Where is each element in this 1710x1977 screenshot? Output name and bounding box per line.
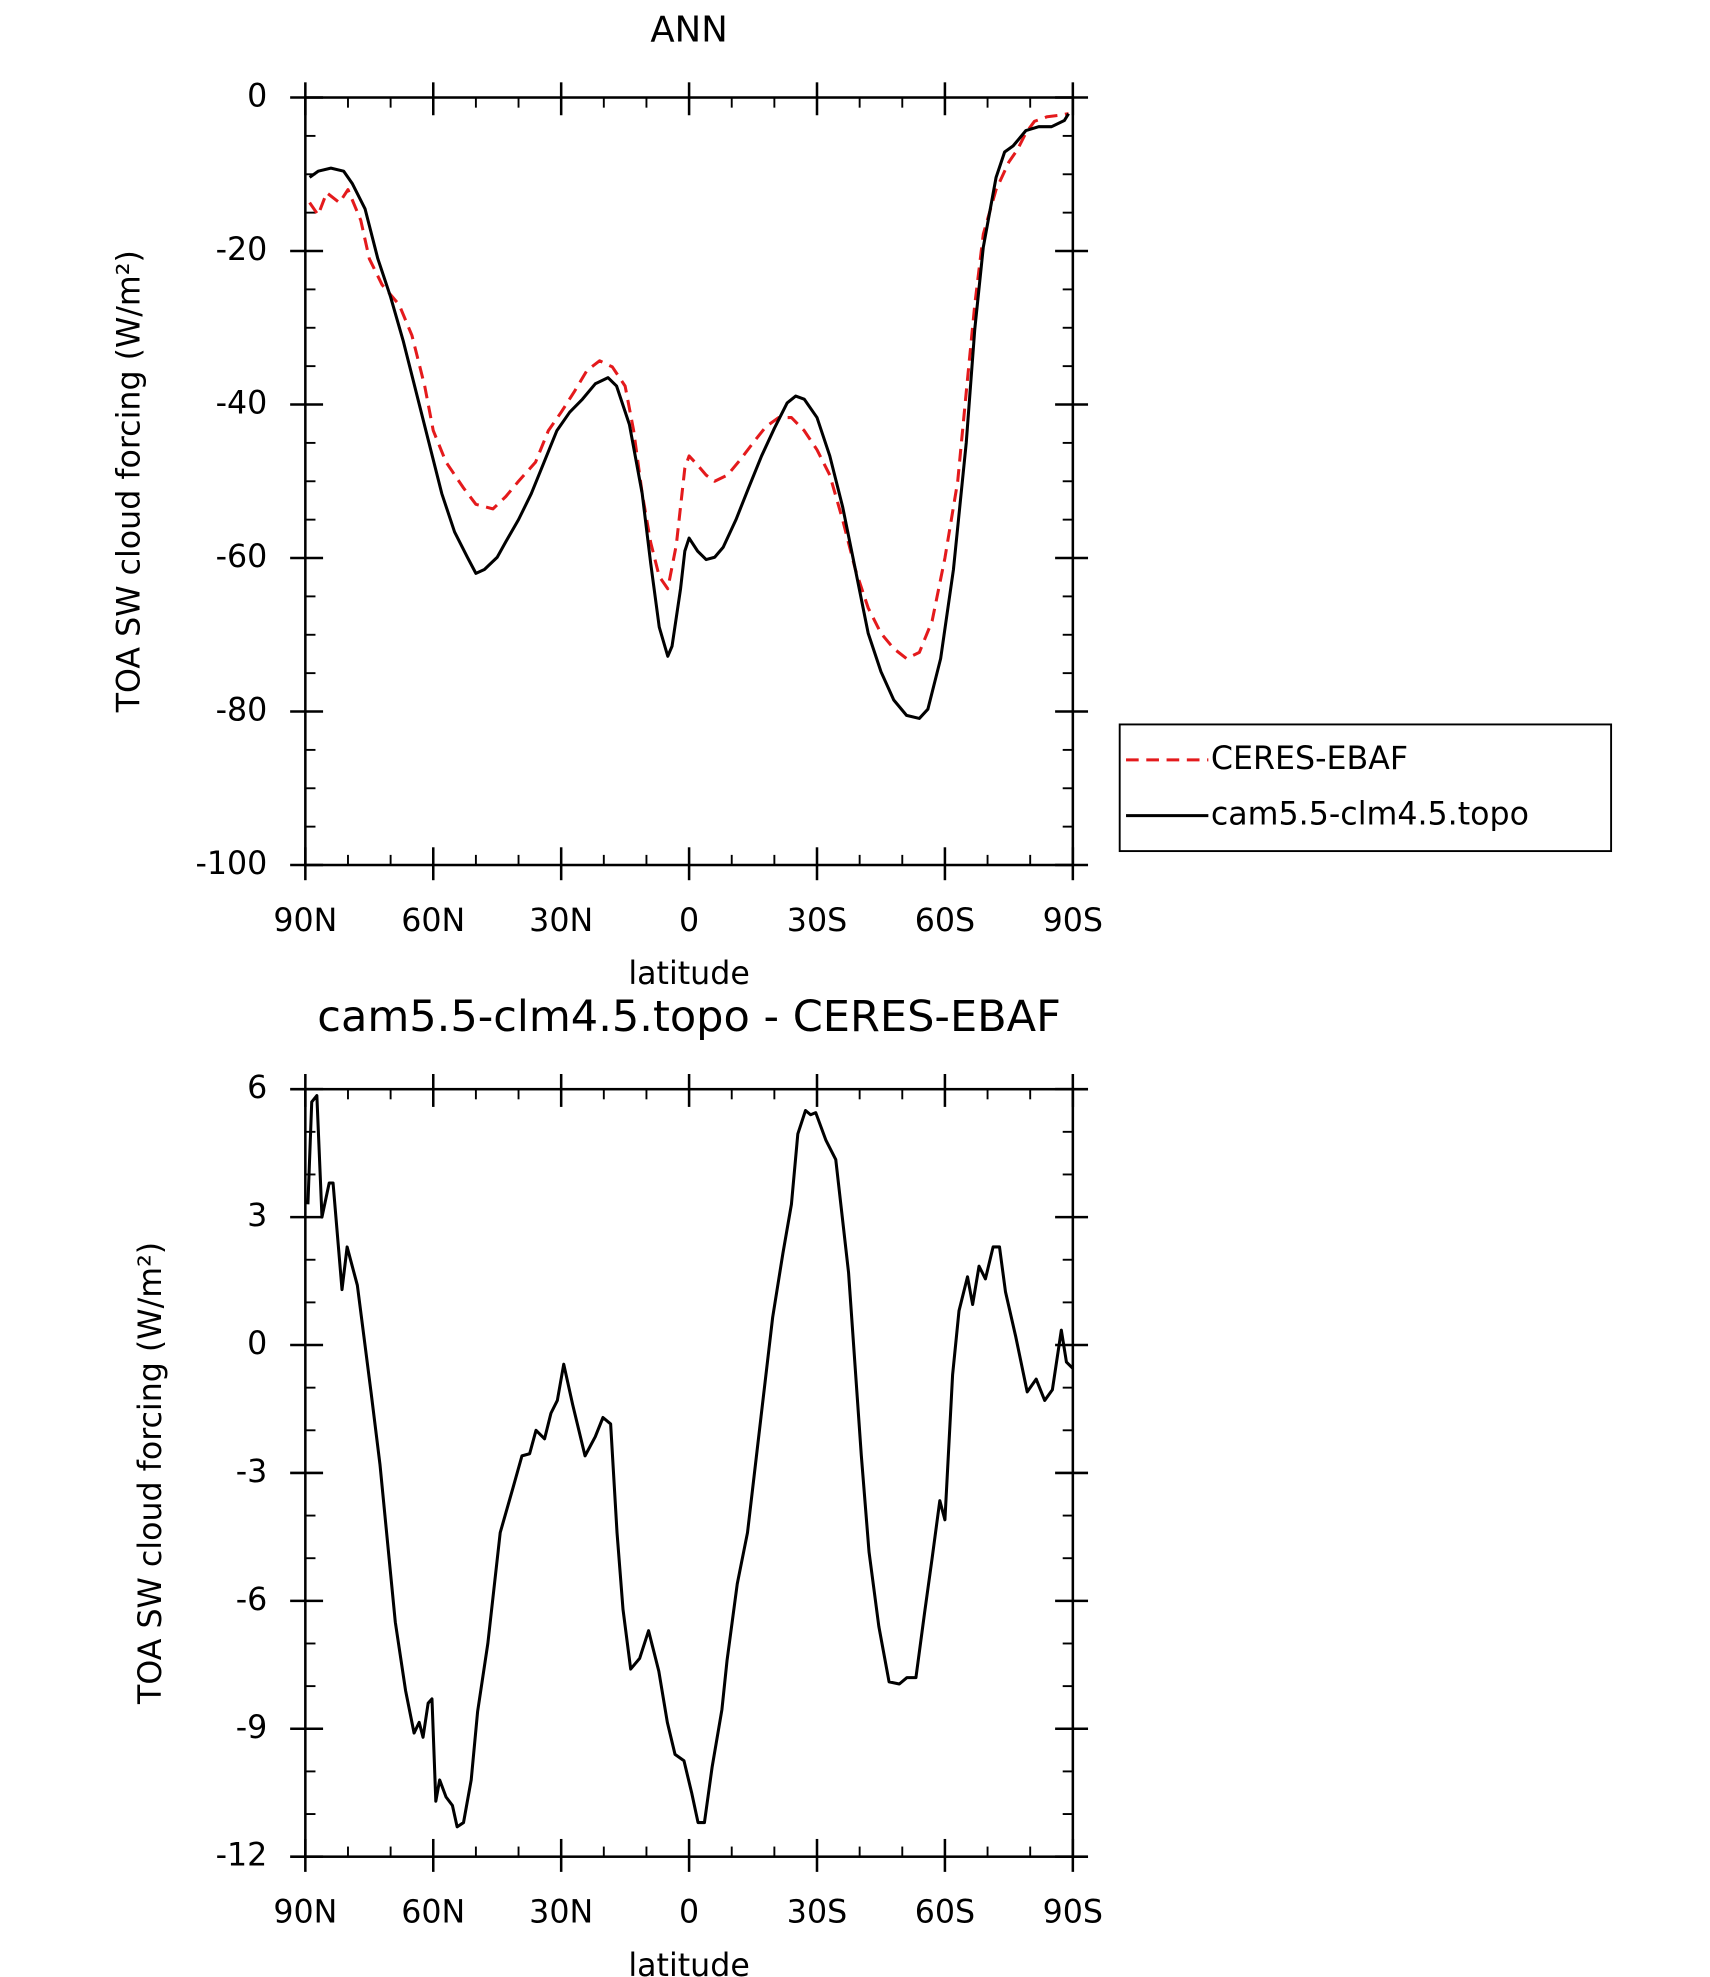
x-tick-label: 60S	[915, 903, 975, 939]
legend-box	[1118, 723, 1613, 853]
y-axis-label: TOA SW cloud forcing (W/m²)	[133, 1242, 169, 1705]
y-tick-label: -60	[216, 539, 268, 575]
series-line	[308, 112, 1069, 661]
y-tick-label: -40	[216, 386, 268, 422]
y-tick-label: 3	[247, 1198, 267, 1234]
x-axis-label: latitude	[628, 1948, 749, 1977]
y-tick-label: -20	[216, 232, 268, 268]
x-tick-label: 30S	[787, 903, 847, 939]
y-tick-label: -80	[216, 693, 268, 729]
x-tick-label: 60S	[915, 1895, 975, 1931]
x-tick-label: 90S	[1043, 1895, 1103, 1931]
series-line	[306, 1094, 1074, 1829]
plot-frame	[304, 1087, 1075, 1858]
x-tick-label: 90N	[273, 903, 337, 939]
chart-title: ANN	[650, 10, 727, 51]
y-tick-label: -100	[195, 846, 267, 882]
series-line	[308, 112, 1070, 720]
x-tick-label: 0	[679, 1895, 699, 1931]
y-tick-label: -3	[236, 1454, 268, 1490]
x-tick-label: 90N	[273, 1895, 337, 1931]
legend-label: cam5.5-clm4.5.topo	[1211, 797, 1529, 833]
legend-label: CERES-EBAF	[1211, 741, 1408, 777]
x-tick-label: 30N	[529, 1895, 593, 1931]
y-tick-label: 6	[247, 1070, 267, 1106]
plot-frame	[304, 96, 1075, 867]
x-axis-label: latitude	[628, 956, 749, 992]
x-tick-label: 0	[679, 903, 699, 939]
x-tick-label: 60N	[401, 1895, 465, 1931]
y-tick-label: 0	[247, 79, 267, 115]
x-tick-label: 90S	[1043, 903, 1103, 939]
y-tick-label: -6	[236, 1582, 268, 1618]
y-axis-label: TOA SW cloud forcing (W/m²)	[112, 250, 148, 713]
y-tick-label: -9	[236, 1710, 268, 1746]
x-tick-label: 30S	[787, 1895, 847, 1931]
y-tick-label: 0	[247, 1326, 267, 1362]
y-tick-label: -12	[216, 1838, 268, 1874]
x-tick-label: 60N	[401, 903, 465, 939]
chart-title: cam5.5-clm4.5.topo - CERES-EBAF	[317, 992, 1061, 1042]
x-tick-label: 30N	[529, 903, 593, 939]
